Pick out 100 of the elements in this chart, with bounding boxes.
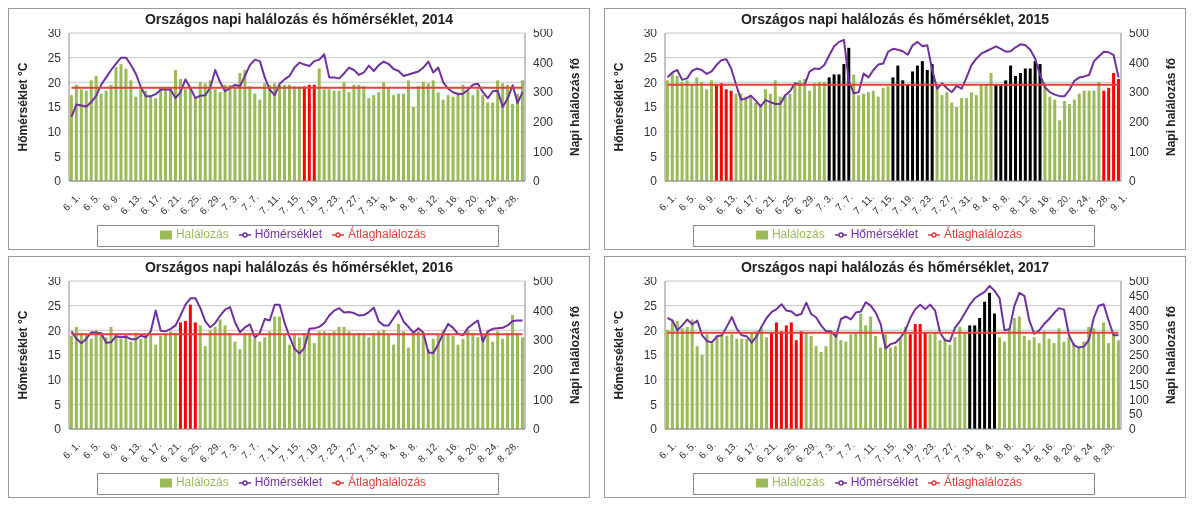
bar — [1004, 80, 1008, 181]
bar — [675, 320, 679, 429]
bar — [431, 338, 435, 429]
bar — [906, 84, 910, 181]
bar — [114, 334, 118, 429]
bar — [714, 84, 718, 181]
bar — [109, 84, 113, 181]
bar — [724, 89, 728, 181]
bar — [79, 332, 83, 429]
bar — [431, 80, 435, 181]
bar — [263, 337, 267, 429]
y-tick-label: 5 — [650, 149, 658, 164]
bar — [198, 81, 202, 181]
bar — [203, 83, 207, 181]
bar — [213, 89, 217, 181]
bar — [715, 335, 719, 429]
bar — [327, 332, 331, 429]
y2-tick-label: 300 — [1129, 85, 1150, 100]
bar — [223, 84, 227, 181]
legend-label: Átlaghalálozás — [348, 475, 427, 489]
bar — [486, 331, 490, 429]
x-tick-label: 6. 9. — [100, 191, 122, 213]
bar — [520, 337, 524, 429]
bar — [997, 337, 1001, 429]
bar — [362, 86, 366, 181]
bar — [695, 346, 699, 429]
bar — [958, 326, 962, 429]
bar — [471, 95, 475, 181]
bar — [915, 65, 919, 181]
bar — [773, 80, 777, 181]
bar — [134, 96, 138, 181]
bar — [745, 338, 749, 429]
bar — [744, 96, 748, 181]
bar — [1063, 101, 1067, 181]
bar — [466, 90, 470, 181]
bar — [134, 332, 138, 429]
bar — [803, 78, 807, 181]
bar — [228, 84, 232, 181]
bar — [352, 84, 356, 181]
y-tick-label: 10 — [643, 372, 658, 387]
bar — [292, 334, 296, 429]
bar — [124, 334, 128, 429]
bar — [169, 331, 173, 429]
bar — [406, 80, 410, 181]
bar — [312, 343, 316, 429]
bar — [89, 80, 93, 181]
bar — [173, 70, 177, 181]
bar — [481, 334, 485, 429]
y-tick-label: 10 — [643, 124, 658, 139]
bar — [1017, 316, 1021, 429]
bar — [799, 331, 803, 429]
y2-tick-label: 0 — [533, 422, 540, 437]
bar — [193, 98, 197, 181]
bar — [765, 337, 769, 429]
y-tick-label: 30 — [47, 26, 62, 41]
bar — [397, 93, 401, 181]
bar — [862, 93, 866, 181]
legend-label: Hőmérséklet — [254, 227, 322, 241]
bar — [901, 80, 905, 181]
bar — [930, 64, 934, 181]
bar — [377, 331, 381, 429]
bar — [421, 332, 425, 429]
bar — [928, 334, 932, 429]
bar — [814, 346, 818, 429]
y-tick-label: 0 — [54, 174, 62, 189]
bar — [114, 67, 118, 181]
y2-tick-label: 200 — [1129, 363, 1150, 378]
bar — [881, 87, 885, 181]
legend-label: Halálozás — [175, 227, 229, 241]
y2-axis-title: Napi halálozás fő — [1164, 57, 1179, 157]
y-tick-label: 5 — [54, 149, 62, 164]
y2-tick-label: 500 — [1129, 274, 1150, 289]
bar — [1072, 343, 1076, 429]
legend-label: Hőmérséklet — [850, 475, 918, 489]
y-tick-label: 20 — [643, 323, 658, 338]
bar — [705, 334, 709, 429]
y-tick-label: 10 — [47, 372, 62, 387]
bar — [292, 86, 296, 181]
y2-tick-label: 150 — [1129, 377, 1150, 392]
bar — [104, 337, 108, 429]
bar — [680, 81, 684, 181]
bar — [154, 98, 158, 181]
bar — [218, 92, 222, 181]
bar — [109, 326, 113, 429]
bar — [842, 64, 846, 181]
y-tick-label: 25 — [47, 50, 62, 65]
bar — [834, 334, 838, 429]
bar — [829, 332, 833, 429]
legend-label: Átlaghalálozás — [944, 227, 1023, 241]
bar — [969, 92, 973, 181]
bar — [426, 349, 430, 429]
bar — [416, 86, 420, 181]
bar — [993, 313, 997, 429]
bar — [1102, 322, 1106, 429]
bar — [1116, 78, 1120, 181]
bar — [788, 93, 792, 181]
bar — [866, 92, 870, 181]
bar — [416, 331, 420, 429]
bar — [307, 332, 311, 429]
y-tick-label: 5 — [650, 397, 658, 412]
